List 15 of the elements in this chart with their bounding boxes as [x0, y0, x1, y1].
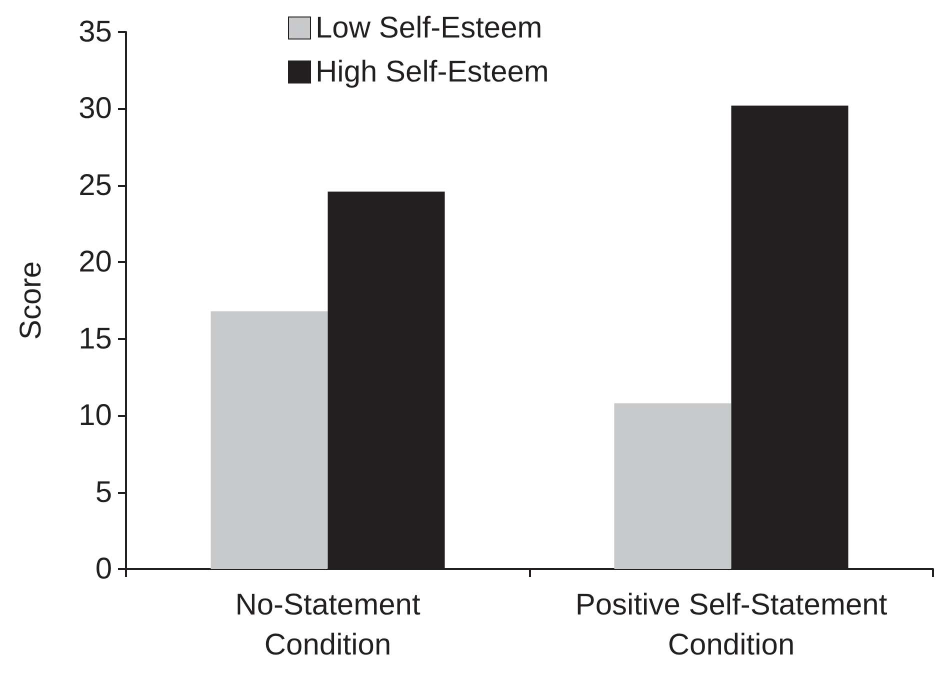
x-tick-label: No-Statement Condition: [235, 588, 421, 662]
y-tick-label: 5: [95, 476, 112, 509]
y-axis-title: Score: [14, 261, 48, 340]
legend-label: High Self-Esteem: [316, 56, 549, 88]
y-tick-label: 15: [78, 322, 112, 356]
legend-label: Low Self-Esteem: [316, 12, 542, 44]
y-tick-label: 0: [95, 552, 112, 586]
y-tick-label: 20: [78, 246, 112, 279]
bar: [210, 311, 328, 569]
y-tick-label: 30: [78, 92, 112, 126]
x-tick-label: Positive Self-Statement Condition: [575, 588, 888, 662]
y-tick-label: 25: [78, 168, 112, 202]
y-tick-label: 10: [78, 399, 112, 432]
bar: [614, 403, 732, 569]
y-tick-label: 35: [78, 16, 112, 48]
